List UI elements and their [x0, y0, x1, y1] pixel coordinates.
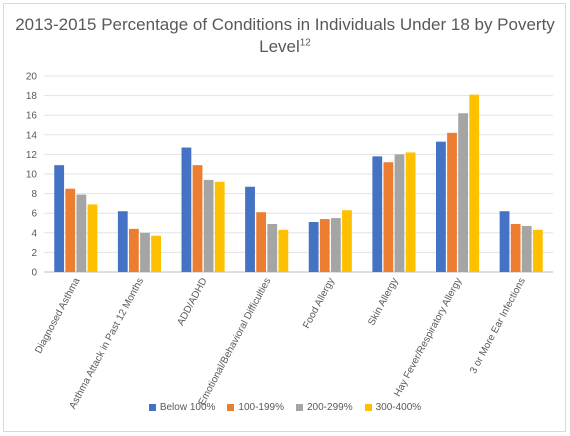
y-tick-label: 4 — [31, 228, 37, 239]
legend-swatch — [148, 403, 156, 411]
bar — [319, 219, 330, 272]
y-tick-label: 2 — [31, 248, 37, 259]
bar — [469, 94, 480, 273]
y-tick-label: 16 — [26, 111, 38, 122]
y-tick-label: 6 — [31, 209, 37, 220]
bar — [214, 181, 225, 272]
bar — [436, 141, 446, 272]
bar — [308, 222, 319, 272]
legend-swatch — [364, 403, 372, 411]
bar — [256, 212, 267, 272]
legend-item: 100-199% — [227, 402, 284, 413]
bar — [405, 152, 416, 272]
legend-item: 200-299% — [296, 402, 353, 413]
x-tick-label: Hay Fever/Respiratory Allergy — [392, 276, 464, 398]
legend-swatch — [227, 403, 235, 411]
x-tick-label: Food Allergy — [301, 276, 337, 330]
bar — [458, 113, 469, 273]
legend-label: 200-299% — [307, 402, 353, 413]
bar — [151, 235, 161, 272]
bar — [510, 223, 521, 272]
bar — [192, 165, 203, 272]
x-tick-label: 3 or More Ear Infections — [468, 276, 528, 375]
y-tick-label: 20 — [26, 72, 38, 83]
chart-title-text: 2013-2015 Percentage of Conditions in In… — [15, 15, 555, 56]
y-tick-label: 12 — [26, 150, 38, 161]
bar — [128, 228, 139, 272]
bar — [342, 210, 352, 272]
bar — [499, 211, 510, 272]
legend-label: 300-400% — [375, 402, 422, 413]
bar — [267, 223, 278, 272]
legend-label: 100-199% — [238, 402, 284, 413]
y-tick-label: 8 — [31, 189, 37, 200]
bar — [54, 165, 65, 272]
y-tick-label: 18 — [26, 91, 38, 102]
bar — [87, 204, 98, 272]
bar — [76, 194, 87, 272]
legend-swatch — [296, 403, 303, 411]
bar — [65, 188, 76, 272]
chart-legend: Below 100% 100-199% 200-299% 300-400% — [0, 402, 570, 413]
legend-label: Below 100% — [159, 402, 216, 413]
bar — [330, 218, 341, 272]
y-tick-label: 14 — [26, 130, 38, 141]
legend-item: Below 100% — [148, 402, 216, 413]
x-tick-label: Diagnosed Asthma — [33, 276, 82, 356]
chart-title: 2013-2015 Percentage of Conditions in In… — [0, 14, 570, 58]
bar — [394, 154, 405, 272]
bar — [278, 229, 289, 272]
y-tick-label: 0 — [31, 268, 37, 279]
bar — [521, 225, 532, 272]
bar — [203, 179, 214, 272]
x-tick-label: ADD/ADHD — [175, 276, 209, 327]
bar — [532, 229, 543, 272]
legend-item: 300-400% — [364, 402, 422, 413]
bar — [245, 186, 255, 272]
bar — [181, 147, 192, 272]
x-tick-label: Asthma Attack in Past 12 Months — [67, 276, 146, 411]
bar — [140, 232, 150, 272]
x-tick-label: Emotional/Behavioral Difficulties — [197, 276, 274, 407]
bar — [372, 156, 383, 272]
chart-title-superscript: 12 — [299, 37, 311, 49]
x-tick-label: Skin Allergy — [366, 276, 400, 327]
bar — [117, 211, 128, 272]
bar — [383, 162, 394, 272]
y-tick-label: 10 — [26, 170, 38, 181]
bar — [447, 132, 457, 272]
